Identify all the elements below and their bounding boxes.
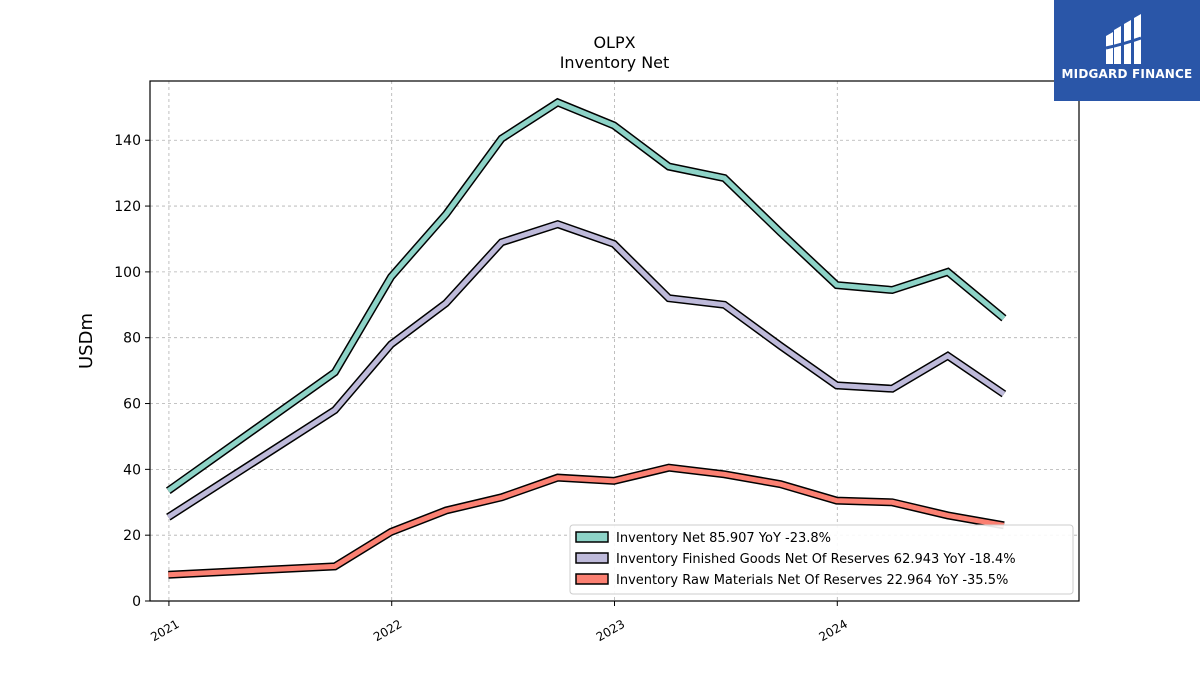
y-tick-label: 0	[132, 594, 141, 610]
legend-label: Inventory Finished Goods Net Of Reserves…	[616, 552, 1016, 567]
y-axis-label: USDm	[76, 313, 97, 369]
series-line-2	[168, 465, 1005, 578]
legend-box	[569, 524, 1074, 595]
y-tick-label: 140	[114, 133, 141, 149]
x-tick-label: 2024	[817, 617, 850, 644]
series-line-1	[166, 221, 1006, 520]
y-tick-label: 20	[123, 528, 141, 544]
legend-label: Inventory Raw Materials Net Of Reserves …	[616, 573, 1008, 588]
legend-swatch	[575, 531, 609, 543]
grid	[150, 81, 1079, 601]
x-tick-label: 2022	[371, 617, 404, 644]
legend-swatch	[575, 573, 609, 585]
series-line-outline-1	[166, 219, 1007, 521]
y-tick-label: 40	[123, 462, 141, 478]
y-tick-label: 60	[123, 397, 141, 413]
chart-title: OLPX	[593, 33, 635, 52]
series-line-0	[166, 99, 1006, 493]
x-tick-label: 2023	[594, 617, 627, 644]
chart-subtitle: Inventory Net	[560, 53, 670, 72]
y-tick-label: 100	[114, 265, 141, 281]
y-tick-label: 120	[114, 199, 141, 215]
legend: Inventory Net 85.907 YoY -23.8% Inventory…	[569, 524, 1074, 595]
logo-wordmark: MIDGARD FINANCE	[1061, 67, 1193, 81]
brand-logo: MIDGARD FINANCE	[1054, 0, 1200, 101]
logo-mark-icon	[1105, 14, 1142, 64]
y-tick-label: 80	[123, 331, 141, 347]
legend-label: Inventory Net 85.907 YoY -23.8%	[616, 531, 831, 546]
x-tick-label: 2021	[148, 617, 181, 644]
series-lines	[165, 97, 1007, 579]
legend-swatch	[575, 552, 609, 564]
